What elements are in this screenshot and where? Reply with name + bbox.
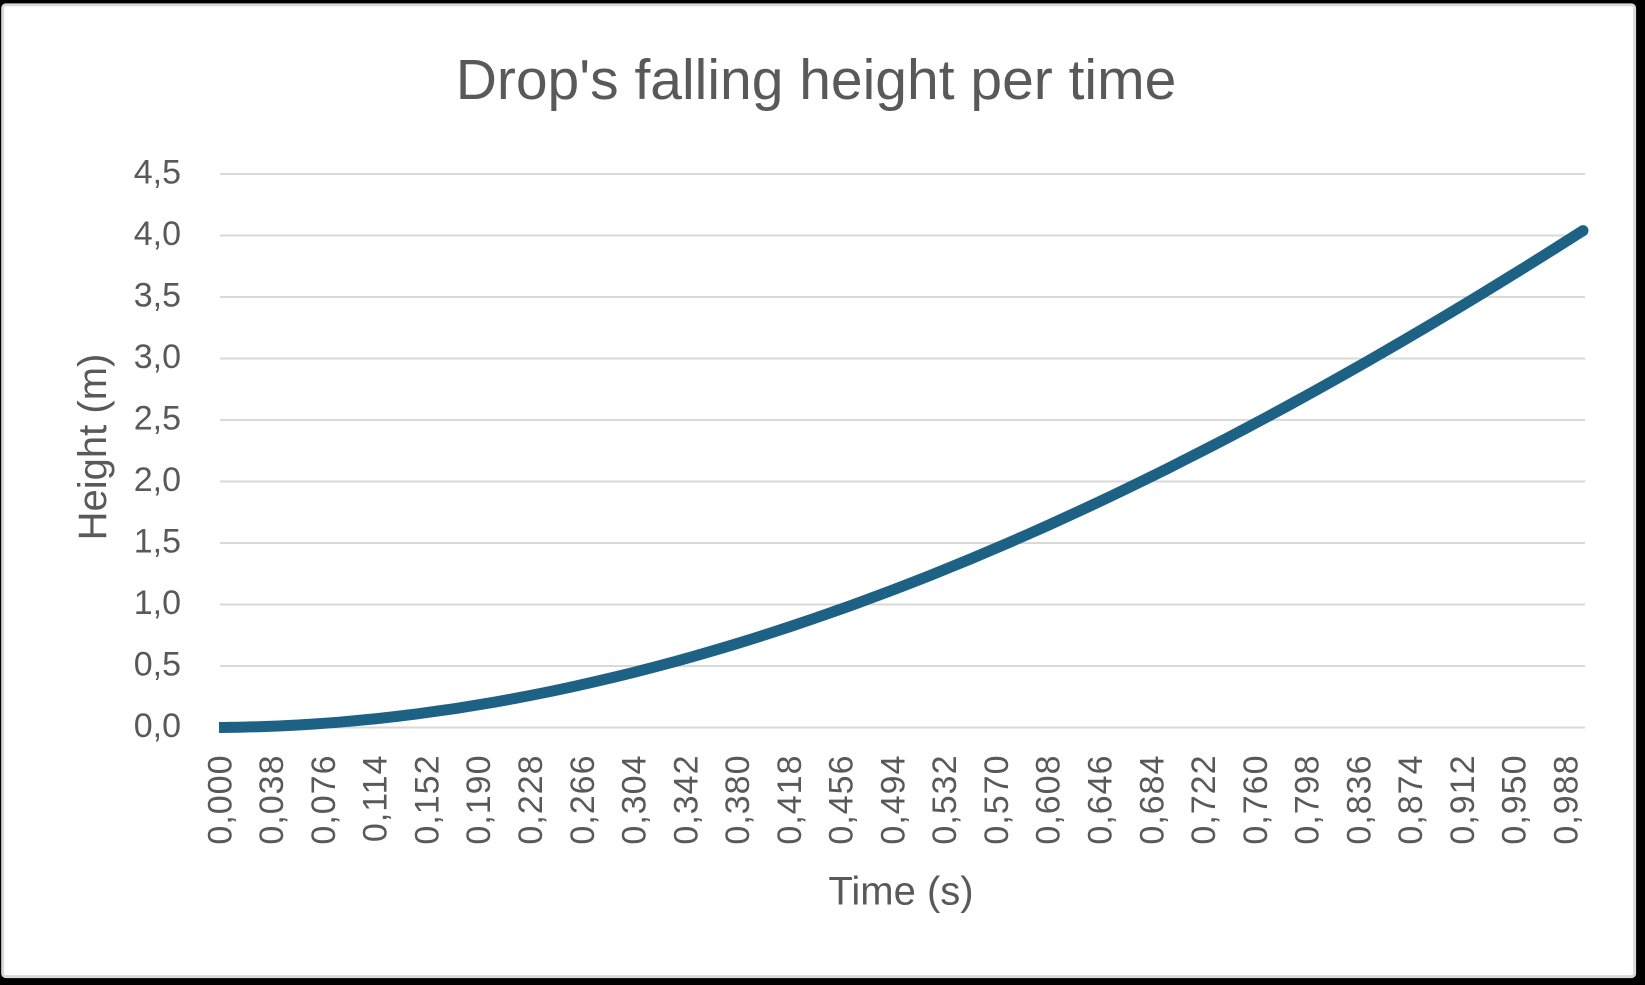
svg-text:2,5: 2,5: [134, 400, 181, 438]
svg-text:0,532: 0,532: [926, 755, 964, 845]
svg-text:Time (s): Time (s): [828, 870, 973, 914]
svg-text:0,038: 0,038: [253, 755, 291, 845]
svg-text:3,5: 3,5: [134, 277, 181, 315]
svg-text:0,190: 0,190: [460, 755, 498, 845]
svg-text:0,912: 0,912: [1444, 755, 1482, 845]
svg-text:0,608: 0,608: [1030, 755, 1068, 845]
svg-text:0,836: 0,836: [1340, 755, 1378, 845]
svg-text:0,342: 0,342: [667, 755, 705, 845]
svg-text:4,0: 4,0: [134, 215, 181, 253]
svg-text:0,570: 0,570: [978, 755, 1016, 845]
svg-text:1,5: 1,5: [134, 523, 181, 561]
svg-text:0,494: 0,494: [874, 755, 912, 845]
svg-text:0,304: 0,304: [616, 755, 654, 845]
svg-text:0,646: 0,646: [1082, 755, 1120, 845]
svg-text:0,684: 0,684: [1133, 755, 1171, 845]
svg-text:0,228: 0,228: [512, 755, 550, 845]
svg-text:Drop's falling height per time: Drop's falling height per time: [456, 48, 1177, 112]
svg-text:0,418: 0,418: [771, 755, 809, 845]
svg-text:2,0: 2,0: [134, 461, 181, 499]
svg-text:Height (m): Height (m): [71, 354, 115, 541]
svg-text:0,0: 0,0: [134, 707, 181, 745]
svg-text:0,152: 0,152: [409, 755, 447, 845]
svg-text:0,000: 0,000: [201, 755, 239, 845]
svg-text:0,722: 0,722: [1185, 755, 1223, 845]
svg-text:4,5: 4,5: [134, 154, 181, 192]
svg-text:0,798: 0,798: [1289, 755, 1327, 845]
svg-text:0,266: 0,266: [564, 755, 602, 845]
svg-text:0,5: 0,5: [134, 646, 181, 684]
svg-text:0,760: 0,760: [1237, 755, 1275, 845]
svg-text:3,0: 3,0: [134, 338, 181, 376]
svg-text:0,380: 0,380: [719, 755, 757, 845]
svg-text:1,0: 1,0: [134, 584, 181, 622]
svg-text:0,114: 0,114: [357, 755, 395, 843]
svg-text:0,874: 0,874: [1392, 755, 1430, 845]
svg-text:0,076: 0,076: [305, 755, 343, 845]
svg-text:0,950: 0,950: [1496, 755, 1534, 845]
svg-text:0,988: 0,988: [1547, 755, 1585, 845]
svg-text:0,456: 0,456: [823, 755, 861, 845]
